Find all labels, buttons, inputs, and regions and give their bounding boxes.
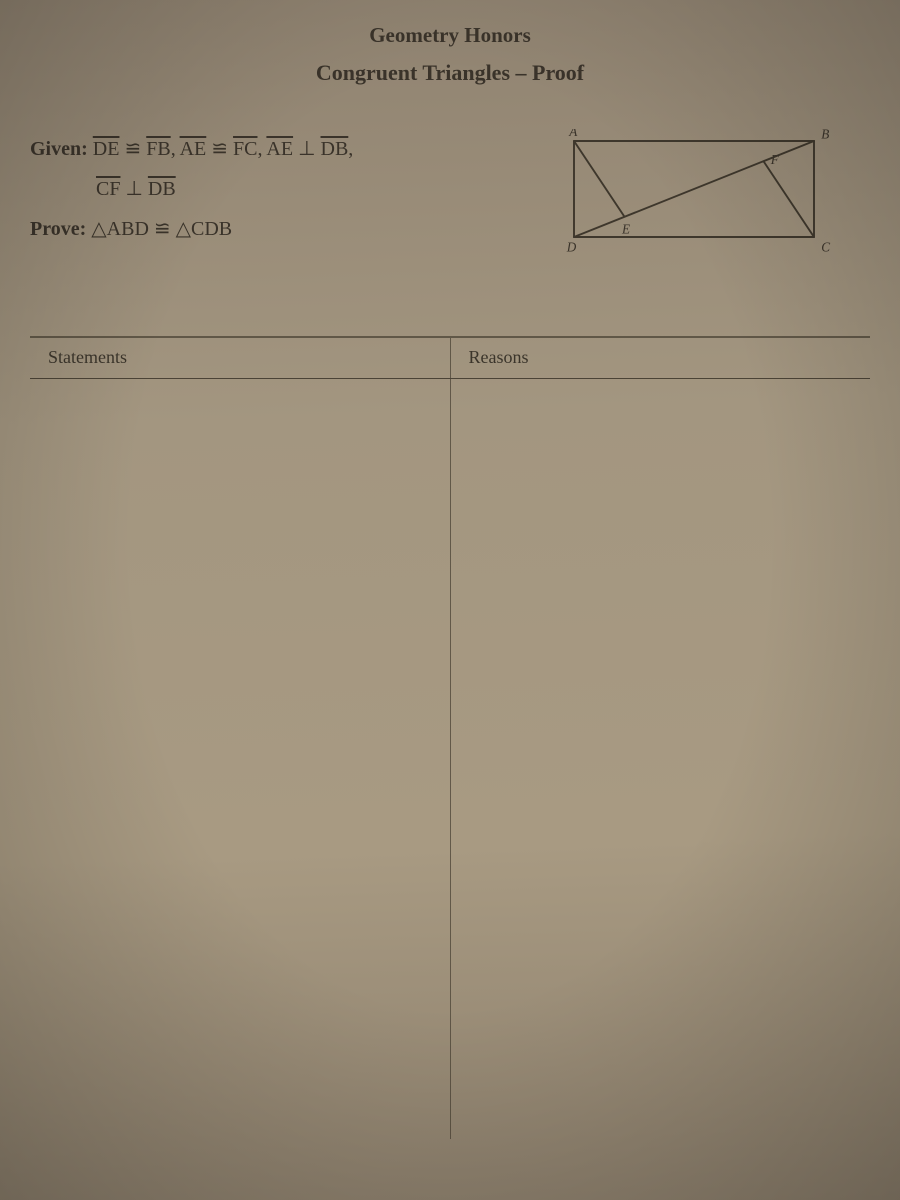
worksheet-header: Geometry Honors Congruent Triangles – Pr… — [30, 20, 870, 89]
table-vertical-rule-body — [450, 379, 451, 1139]
course-title: Geometry Honors — [30, 20, 870, 52]
statements-column — [30, 379, 450, 1139]
problem-block: Given: DE ≌ FB, AE ≌ FC, AE ⊥ DB, CF ⊥ D… — [30, 129, 870, 266]
vertex-label-F: F — [770, 151, 780, 166]
worksheet-title: Congruent Triangles – Proof — [30, 56, 870, 89]
vertex-label-C: C — [821, 239, 830, 254]
seg-AE-1: AE — [180, 138, 207, 160]
edge-AE — [574, 141, 624, 217]
reasons-column — [451, 379, 871, 1139]
parallelogram-diagram: A B C D E F — [550, 129, 850, 261]
diagram-wrap: A B C D E F — [550, 129, 870, 266]
worksheet-page: Geometry Honors Congruent Triangles – Pr… — [0, 0, 900, 1200]
seg-DB-2: DB — [148, 178, 176, 200]
edge-CF — [764, 161, 814, 237]
vertex-label-E: E — [621, 221, 630, 236]
seg-AE-2: AE — [266, 138, 293, 160]
seg-FC: FC — [233, 138, 257, 160]
given-line-2: CF ⊥ DB — [96, 169, 353, 209]
seg-CF: CF — [96, 178, 120, 200]
table-vertical-rule-head — [450, 338, 451, 378]
table-body — [30, 379, 870, 1139]
seg-DB-1: DB — [321, 138, 349, 160]
vertex-label-A: A — [568, 129, 578, 139]
prove-statement: △ABD ≌ △CDB — [91, 218, 232, 240]
prove-line: Prove: △ABD ≌ △CDB — [30, 209, 353, 249]
proof-table: Statements Reasons — [30, 336, 870, 1139]
problem-text: Given: DE ≌ FB, AE ≌ FC, AE ⊥ DB, CF ⊥ D… — [30, 129, 353, 249]
given-line-1: Given: DE ≌ FB, AE ≌ FC, AE ⊥ DB, — [30, 129, 353, 169]
vertex-label-B: B — [821, 129, 829, 142]
prove-label: Prove: — [30, 218, 86, 240]
given-label: Given: — [30, 138, 88, 160]
reasons-header: Reasons — [451, 338, 871, 378]
seg-DE: DE — [93, 138, 120, 160]
statements-header: Statements — [30, 338, 450, 378]
table-header-row: Statements Reasons — [30, 338, 870, 379]
seg-FB: FB — [146, 138, 170, 160]
vertex-label-D: D — [566, 239, 577, 254]
